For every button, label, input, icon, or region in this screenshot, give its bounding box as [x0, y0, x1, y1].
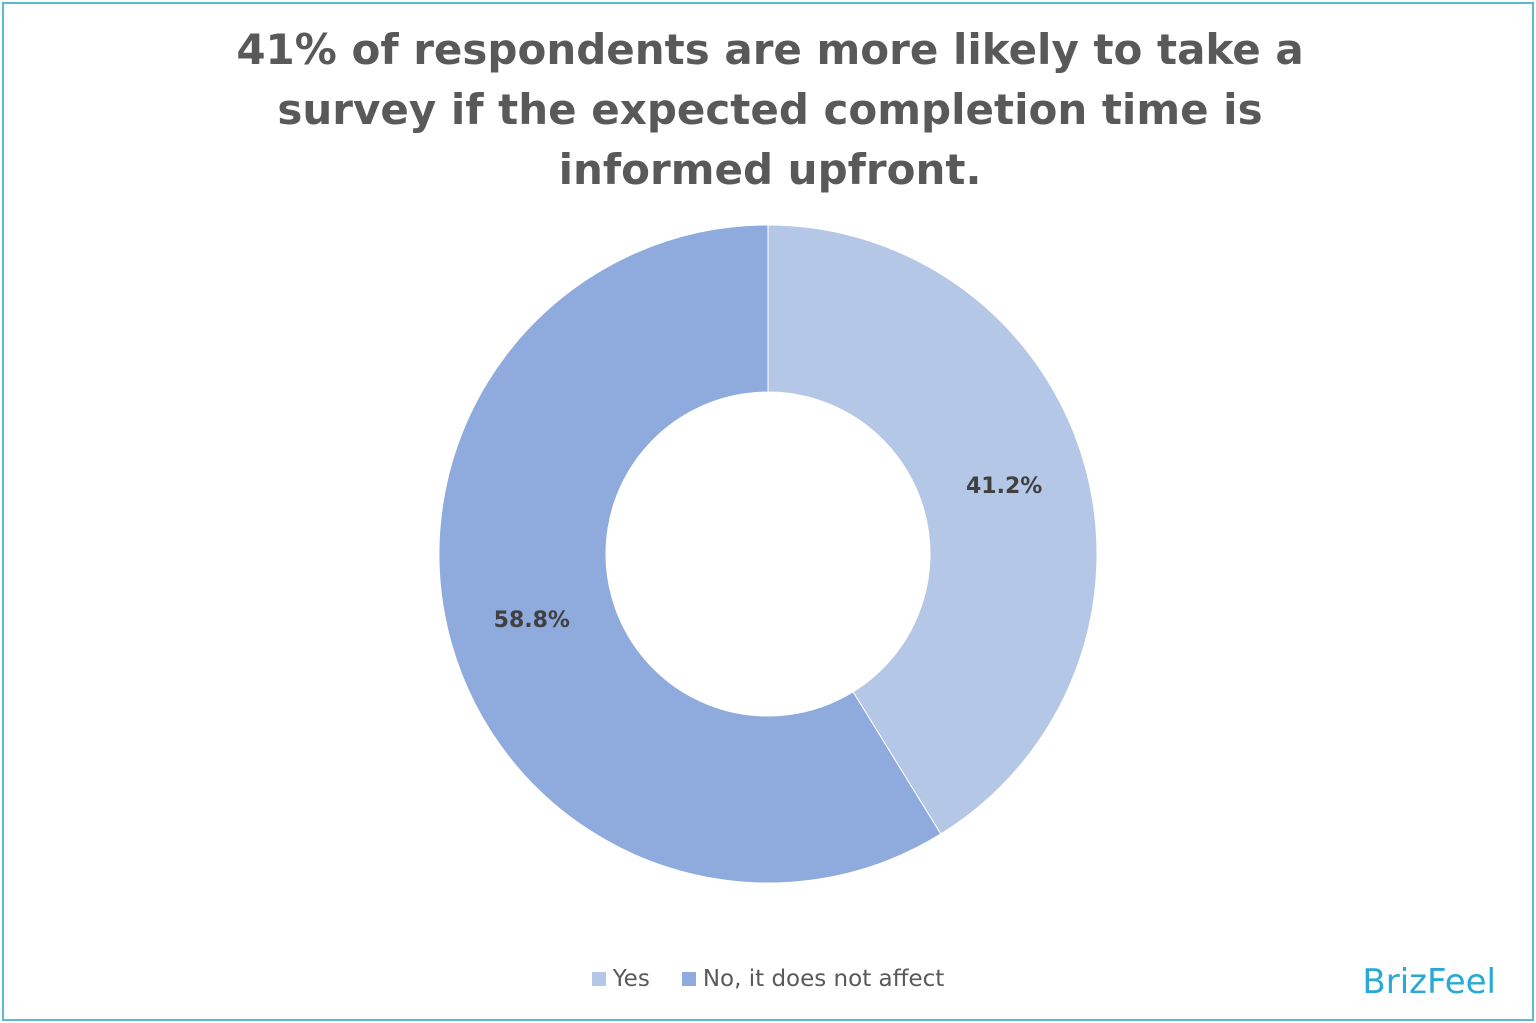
data-label: 41.2%: [966, 474, 1042, 499]
legend-label: Yes: [612, 966, 650, 992]
legend-swatch: [591, 972, 606, 986]
watermark: BrizFeel: [1362, 962, 1496, 1002]
legend-label: No, it does not affect: [702, 966, 945, 992]
donut-slice: [767, 224, 1098, 835]
data-label: 58.8%: [494, 608, 570, 633]
legend-item: Yes: [591, 966, 650, 992]
legend: Yes No, it does not affect: [0, 966, 1536, 992]
chart-title: 41% of respondents are more likely to ta…: [236, 25, 1304, 194]
legend-swatch: [681, 972, 696, 986]
legend-item: No, it does not affect: [681, 966, 945, 992]
donut-slice: [438, 224, 942, 884]
